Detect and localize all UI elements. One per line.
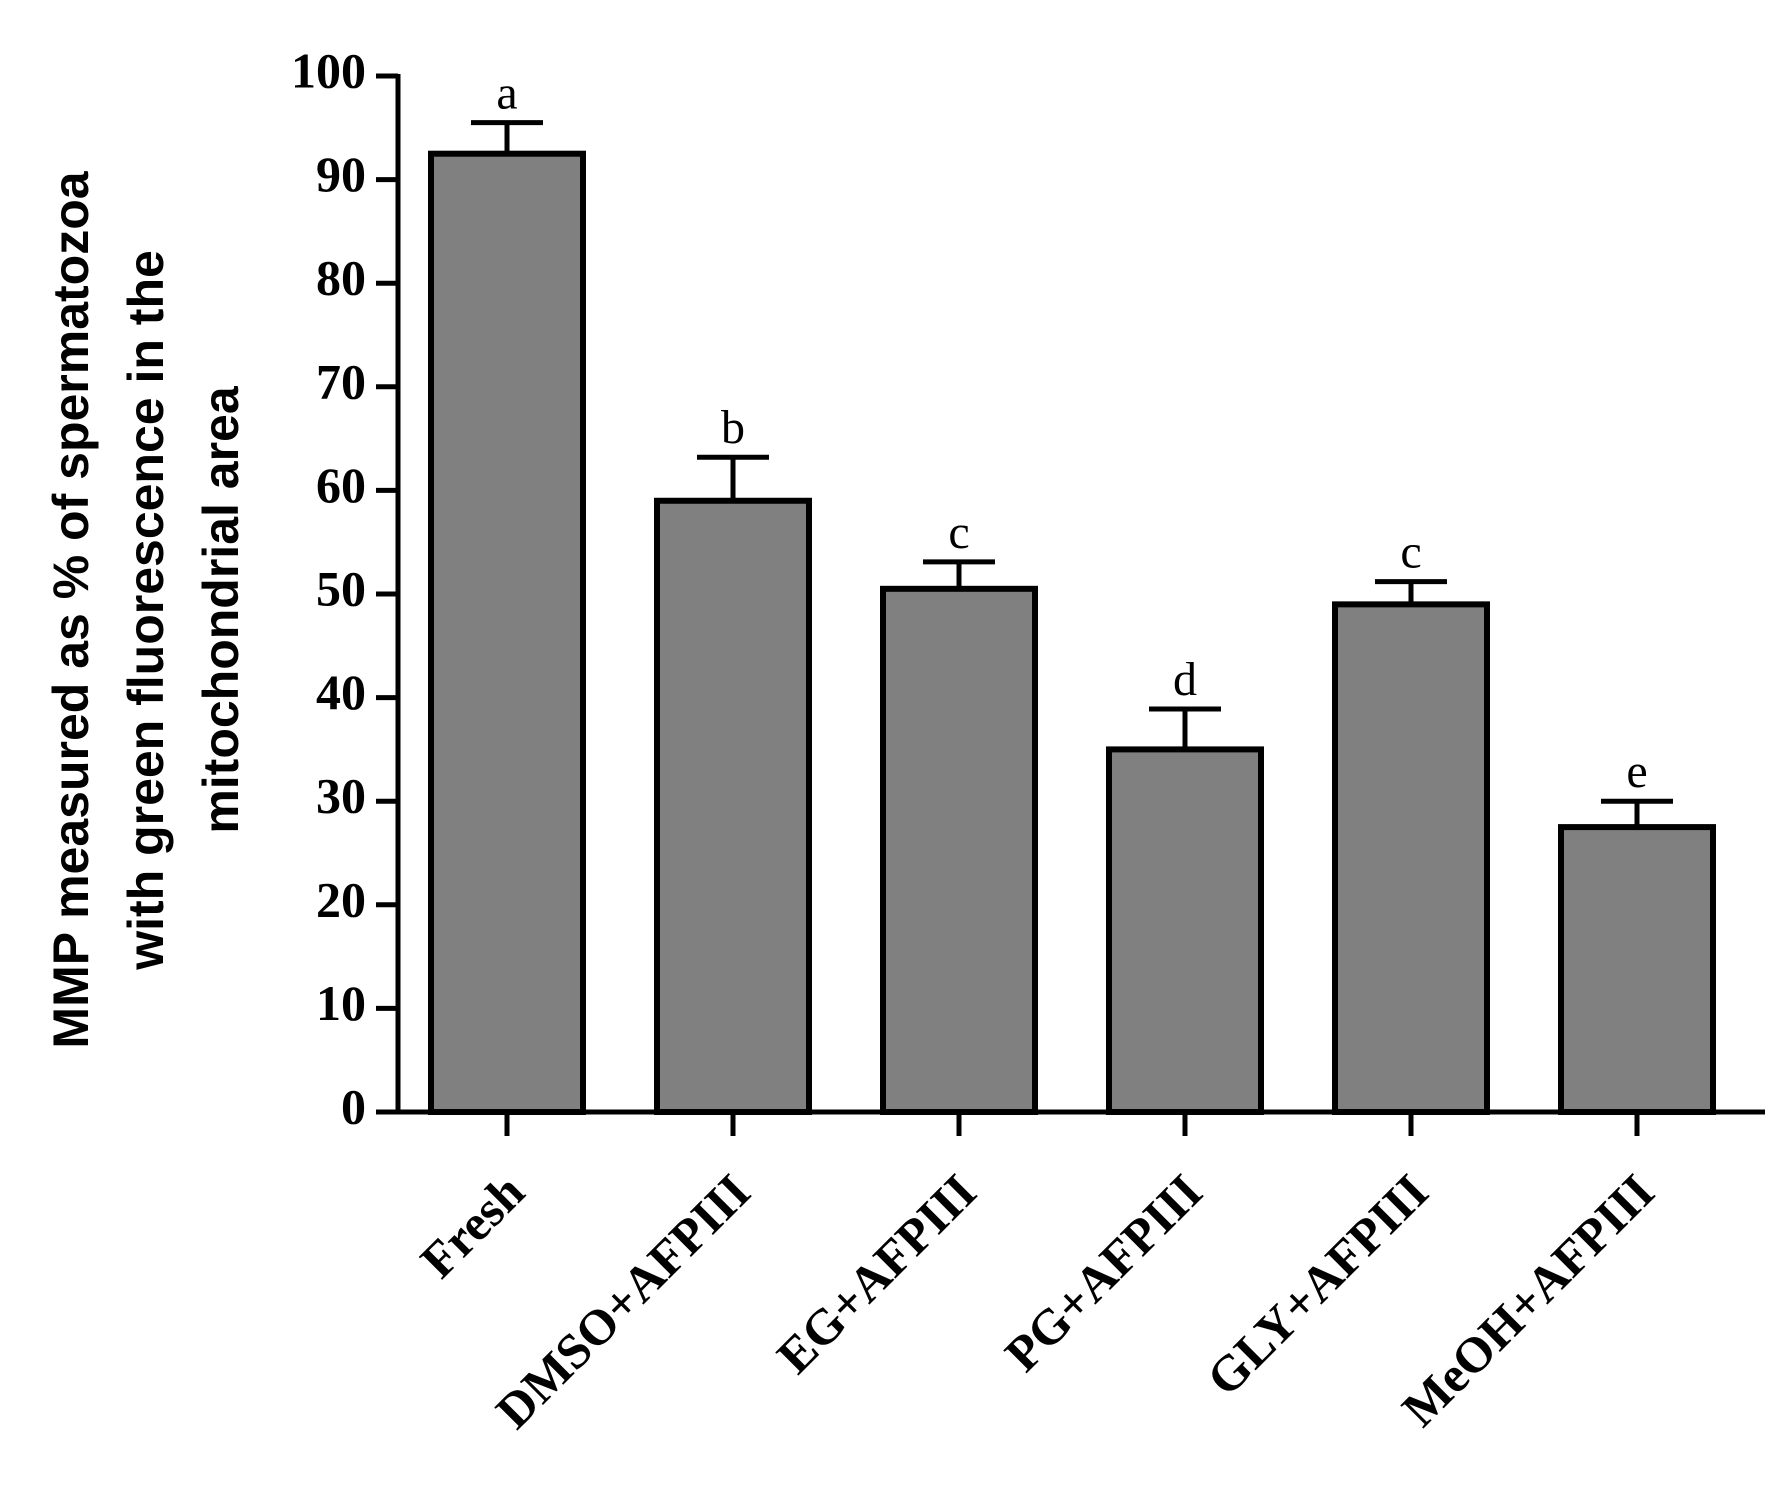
significance-letter: c xyxy=(948,506,969,559)
y-tick-label: 40 xyxy=(316,664,366,720)
y-tick-label: 60 xyxy=(316,457,366,513)
y-tick-label: 70 xyxy=(316,353,366,409)
y-tick-label: 100 xyxy=(291,42,366,98)
y-tick-label: 20 xyxy=(316,871,366,927)
significance-letter: a xyxy=(496,67,517,120)
bar xyxy=(1106,746,1264,1116)
y-axis: 0 10 20 30 40 50 60 70 80 90 100 xyxy=(291,42,401,1134)
x-category-label: EG+AFPIII xyxy=(766,1163,987,1384)
y-axis-title: MMP measured as % of spermatozoa with gre… xyxy=(43,170,249,1048)
y-tick-label: 80 xyxy=(316,250,366,306)
bar xyxy=(428,150,586,1115)
significance-letter: b xyxy=(721,401,745,454)
x-category-label: Fresh xyxy=(409,1163,534,1288)
x-category-label: PG+AFPIII xyxy=(994,1163,1213,1382)
y-tick-label: 0 xyxy=(341,1078,366,1134)
bar xyxy=(1332,601,1490,1115)
y-axis-title-line-1: MMP measured as % of spermatozoa xyxy=(43,170,99,1048)
bar xyxy=(654,497,812,1115)
x-category-label: GLY+AFPIII xyxy=(1196,1163,1439,1406)
significance-letter: d xyxy=(1173,653,1197,706)
y-tick-label: 30 xyxy=(316,768,366,824)
y-axis-title-line-3: mitochondrial area xyxy=(193,385,249,834)
y-tick-label: 90 xyxy=(316,146,366,202)
y-axis-title-line-2: with green fluorescence in the xyxy=(118,250,174,971)
bar xyxy=(880,585,1038,1115)
y-tick-label: 50 xyxy=(316,560,366,616)
significance-letter: c xyxy=(1400,526,1421,579)
significance-letter: e xyxy=(1626,745,1647,798)
y-tick-label: 10 xyxy=(316,975,366,1031)
bar xyxy=(1558,824,1716,1115)
bars: a b c d c e xyxy=(428,67,1716,1116)
